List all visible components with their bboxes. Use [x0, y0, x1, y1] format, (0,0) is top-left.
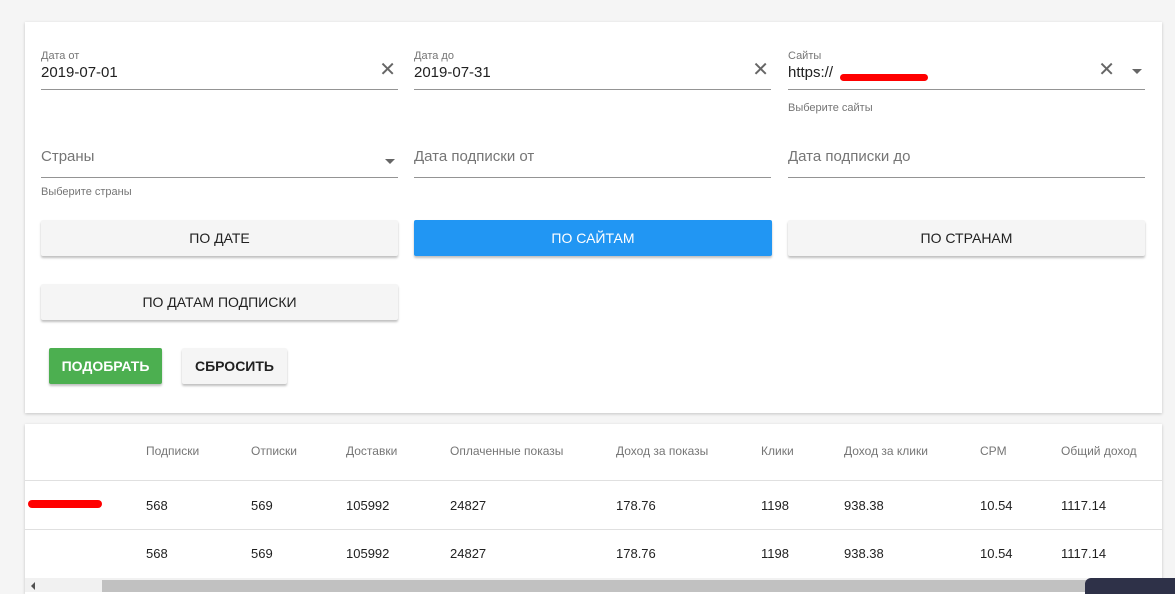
column-header: Оплаченные показы	[450, 444, 564, 458]
date-to-value: 2019-07-31	[414, 64, 491, 81]
date-to-label: Дата до	[414, 50, 454, 62]
filter-panel: Дата от 2019-07-01 ✕ Дата до 2019-07-31 …	[25, 22, 1162, 413]
date-from-field[interactable]: Дата от 2019-07-01 ✕	[41, 50, 398, 90]
table-cell: 568	[146, 498, 168, 513]
table-cell: 938.38	[844, 546, 884, 561]
sub-date-to-field[interactable]: Дата подписки до	[788, 138, 1145, 178]
column-header: Доход за клики	[844, 444, 928, 458]
scrollbar-thumb[interactable]	[102, 580, 1162, 592]
chat-widget[interactable]	[1085, 578, 1175, 594]
table-cell: 1117.14	[1061, 498, 1107, 513]
group-by-sites-button[interactable]: ПО САЙТАМ	[414, 220, 772, 256]
clear-icon[interactable]: ✕	[752, 59, 769, 81]
group-by-date-button[interactable]: ПО ДАТЕ	[41, 220, 398, 256]
clear-icon[interactable]: ✕	[1098, 59, 1115, 81]
table-cell: 569	[251, 498, 273, 513]
apply-button[interactable]: ПОДОБРАТЬ	[49, 348, 162, 384]
sub-date-to-placeholder: Дата подписки до	[788, 148, 911, 165]
table-header: Подписки Отписки Доставки Оплаченные показы…	[25, 424, 1162, 481]
chevron-down-icon[interactable]	[385, 159, 395, 164]
redaction	[28, 500, 102, 508]
clear-icon[interactable]: ✕	[379, 59, 396, 81]
table-cell: 938.38	[844, 498, 884, 513]
table-cell: 105992	[346, 546, 390, 561]
table-cell: 1117.14	[1061, 546, 1107, 561]
redaction	[840, 74, 928, 81]
table-cell: 1198	[761, 498, 789, 513]
table-cell: 24827	[450, 546, 487, 561]
sites-hint: Выберите сайты	[788, 102, 873, 114]
column-header: CPM	[980, 444, 1007, 458]
countries-placeholder: Страны	[41, 148, 95, 165]
column-header: Доход за показы	[616, 444, 709, 458]
column-header: Доставки	[346, 444, 398, 458]
table-cell: 10.54	[980, 498, 1013, 513]
sites-label: Сайты	[788, 50, 822, 62]
table-cell: 178.76	[616, 498, 656, 513]
table-cell: 105992	[346, 498, 390, 513]
countries-hint: Выберите страны	[41, 186, 132, 198]
sub-date-from-field[interactable]: Дата подписки от	[414, 138, 771, 178]
sites-value: https://	[788, 64, 834, 81]
table-cell: 569	[251, 546, 273, 561]
table-cell: 568	[146, 546, 168, 561]
chevron-down-icon[interactable]	[1132, 69, 1142, 74]
column-header: Отписки	[251, 444, 297, 458]
stats-table: Подписки Отписки Доставки Оплаченные показы…	[25, 424, 1162, 594]
table-cell: 1198	[761, 546, 789, 561]
countries-select[interactable]: Страны	[41, 138, 398, 178]
sites-select[interactable]: Сайты https:// ✕	[788, 50, 1145, 90]
table-row: 568 569 105992 24827 178.76 1198 938.38 10.54 11…	[25, 530, 1162, 578]
date-from-label: Дата от	[41, 50, 80, 62]
table-cell: 178.76	[616, 546, 656, 561]
table-cell: 10.54	[980, 546, 1013, 561]
column-header: Подписки	[146, 444, 200, 458]
scroll-left-icon[interactable]	[31, 582, 35, 590]
horizontal-scrollbar[interactable]	[25, 578, 1162, 592]
column-header: Клики	[761, 444, 794, 458]
group-by-sub-dates-button[interactable]: ПО ДАТАМ ПОДПИСКИ	[41, 284, 398, 320]
group-by-countries-button[interactable]: ПО СТРАНАМ	[788, 220, 1145, 256]
reset-button[interactable]: СБРОСИТЬ	[182, 348, 287, 384]
sub-date-from-placeholder: Дата подписки от	[414, 148, 535, 165]
date-to-field[interactable]: Дата до 2019-07-31 ✕	[414, 50, 771, 90]
table-cell: 24827	[450, 498, 487, 513]
column-header: Общий доход	[1061, 444, 1137, 458]
date-from-value: 2019-07-01	[41, 64, 118, 81]
table-row: 568 569 105992 24827 178.76 1198 938.38 10.54 11…	[25, 481, 1162, 530]
